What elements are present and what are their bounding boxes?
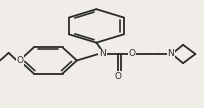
Text: O: O: [114, 72, 121, 81]
Text: O: O: [17, 56, 23, 65]
Text: N: N: [167, 49, 173, 59]
Text: O: O: [128, 49, 135, 59]
Text: N: N: [99, 49, 105, 59]
